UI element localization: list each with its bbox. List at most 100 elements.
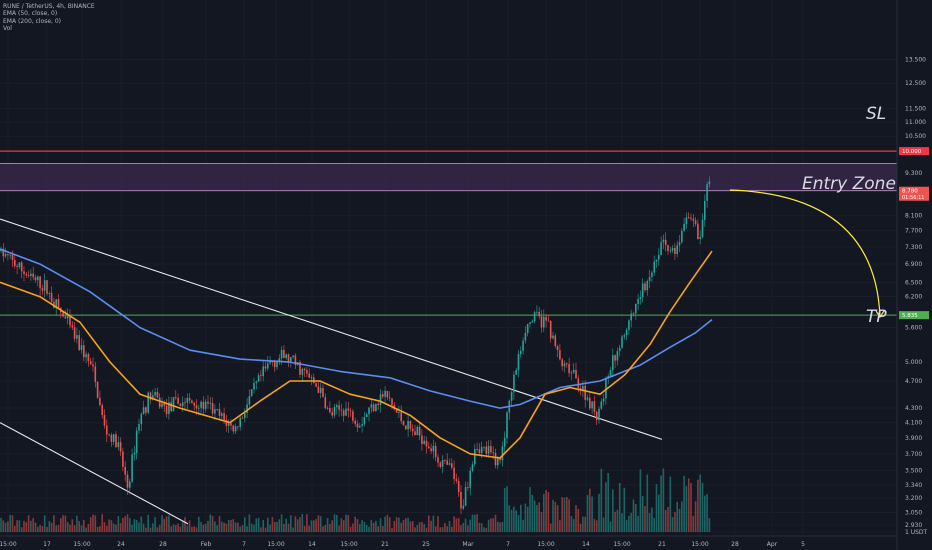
volume-bar: [648, 512, 651, 532]
candle-body: [62, 312, 64, 317]
candle-body: [671, 247, 674, 251]
volume-bar: [71, 519, 74, 532]
volume-bar: [115, 524, 117, 532]
volume-bar: [361, 520, 363, 532]
candle-body: [262, 366, 264, 377]
candle-body: [370, 404, 373, 408]
time-tick-label: Mar: [462, 541, 474, 548]
volume-bar: [522, 519, 524, 532]
candle-body: [347, 408, 350, 411]
volume-legend[interactable]: Vol: [3, 25, 12, 33]
volume-bar: [135, 520, 138, 532]
volume-bar: [241, 525, 244, 532]
time-tick-label: 5: [801, 541, 805, 548]
candle-body: [600, 401, 603, 409]
time-tick-label: 15:00: [340, 541, 357, 548]
price-tick-label: 6.900: [905, 261, 922, 268]
candle-body: [331, 412, 333, 416]
candle-body: [103, 415, 106, 426]
candle-body: [64, 316, 67, 319]
volume-bar: [418, 522, 421, 532]
volume-bar: [221, 521, 223, 532]
candle-body: [407, 420, 409, 430]
candle-body: [234, 426, 237, 432]
time-tick-label: 17: [43, 541, 51, 548]
candle-body: [591, 401, 593, 409]
price-tick-label: 4.300: [905, 405, 922, 412]
candle-body: [131, 454, 133, 482]
ema200-legend[interactable]: EMA (200, close, 0): [3, 17, 62, 25]
tp-price-tag: 5.835: [902, 313, 918, 319]
candle-body: [566, 363, 568, 365]
volume-bar: [469, 519, 471, 532]
volume-bar: [409, 521, 412, 532]
candle-body: [66, 315, 69, 319]
time-tick-label: 28: [159, 541, 167, 548]
volume-bar: [632, 499, 635, 532]
volume-bar: [237, 522, 239, 532]
volume-bar: [177, 523, 179, 532]
volume-bar: [697, 479, 699, 532]
candle-body: [253, 383, 255, 390]
volume-bar: [200, 522, 202, 532]
volume-bar: [462, 522, 465, 532]
ema50-legend[interactable]: EMA (50, close, 0): [3, 10, 58, 18]
volume-bar: [621, 513, 623, 532]
current-price-tag: 8.780: [902, 189, 918, 195]
volume-bar: [276, 521, 278, 532]
candle-body: [658, 254, 660, 260]
volume-bar: [349, 526, 352, 532]
candle-body: [50, 293, 53, 302]
candle-body: [92, 364, 94, 367]
candle-body: [471, 464, 474, 471]
time-tick-label: 21: [381, 541, 389, 548]
candle-body: [186, 397, 189, 403]
volume-bar: [595, 520, 598, 532]
candle-body: [287, 354, 290, 362]
candle-body: [503, 438, 506, 447]
candle-body: [625, 329, 628, 336]
volume-bar: [280, 514, 283, 532]
candle-body: [676, 245, 678, 254]
volume-bar: [18, 520, 21, 532]
volume-bar: [446, 526, 448, 532]
candle-body: [276, 361, 278, 368]
volume-bar: [439, 527, 442, 532]
candle-body: [329, 407, 331, 413]
tp-price-tag-bg: [899, 311, 929, 320]
volume-bar: [375, 520, 377, 532]
volume-bar: [43, 515, 46, 532]
volume-bar: [618, 482, 621, 532]
volume-bar: [41, 526, 44, 532]
volume-bar: [99, 526, 101, 532]
candle-body: [593, 401, 596, 412]
candle-body: [416, 426, 419, 436]
volume-bar: [690, 482, 692, 532]
volume-bar: [471, 514, 474, 532]
candle-body: [324, 397, 327, 409]
volume-bar: [391, 527, 393, 532]
candle-body: [115, 434, 117, 448]
volume-bar: [64, 515, 67, 532]
volume-bar: [370, 519, 373, 532]
candle-body: [349, 410, 352, 412]
time-tick-label: 14: [308, 541, 316, 548]
candle-body: [614, 355, 616, 361]
candle-body: [239, 417, 241, 428]
volume-bar: [416, 524, 419, 532]
candle-body: [112, 434, 115, 442]
volume-bar: [319, 516, 322, 532]
candle-body: [405, 425, 407, 430]
candle-body: [303, 368, 306, 371]
volume-bar: [388, 517, 391, 532]
candle-body: [409, 420, 412, 429]
volume-bar: [533, 500, 536, 532]
candle-body: [425, 440, 428, 447]
symbol-line[interactable]: RUNE / TetherUS, 4h, BINANCE: [3, 3, 95, 10]
candle-body: [398, 412, 400, 413]
candle-body: [386, 390, 389, 398]
candle-body: [32, 273, 34, 278]
volume-bar: [669, 476, 672, 532]
